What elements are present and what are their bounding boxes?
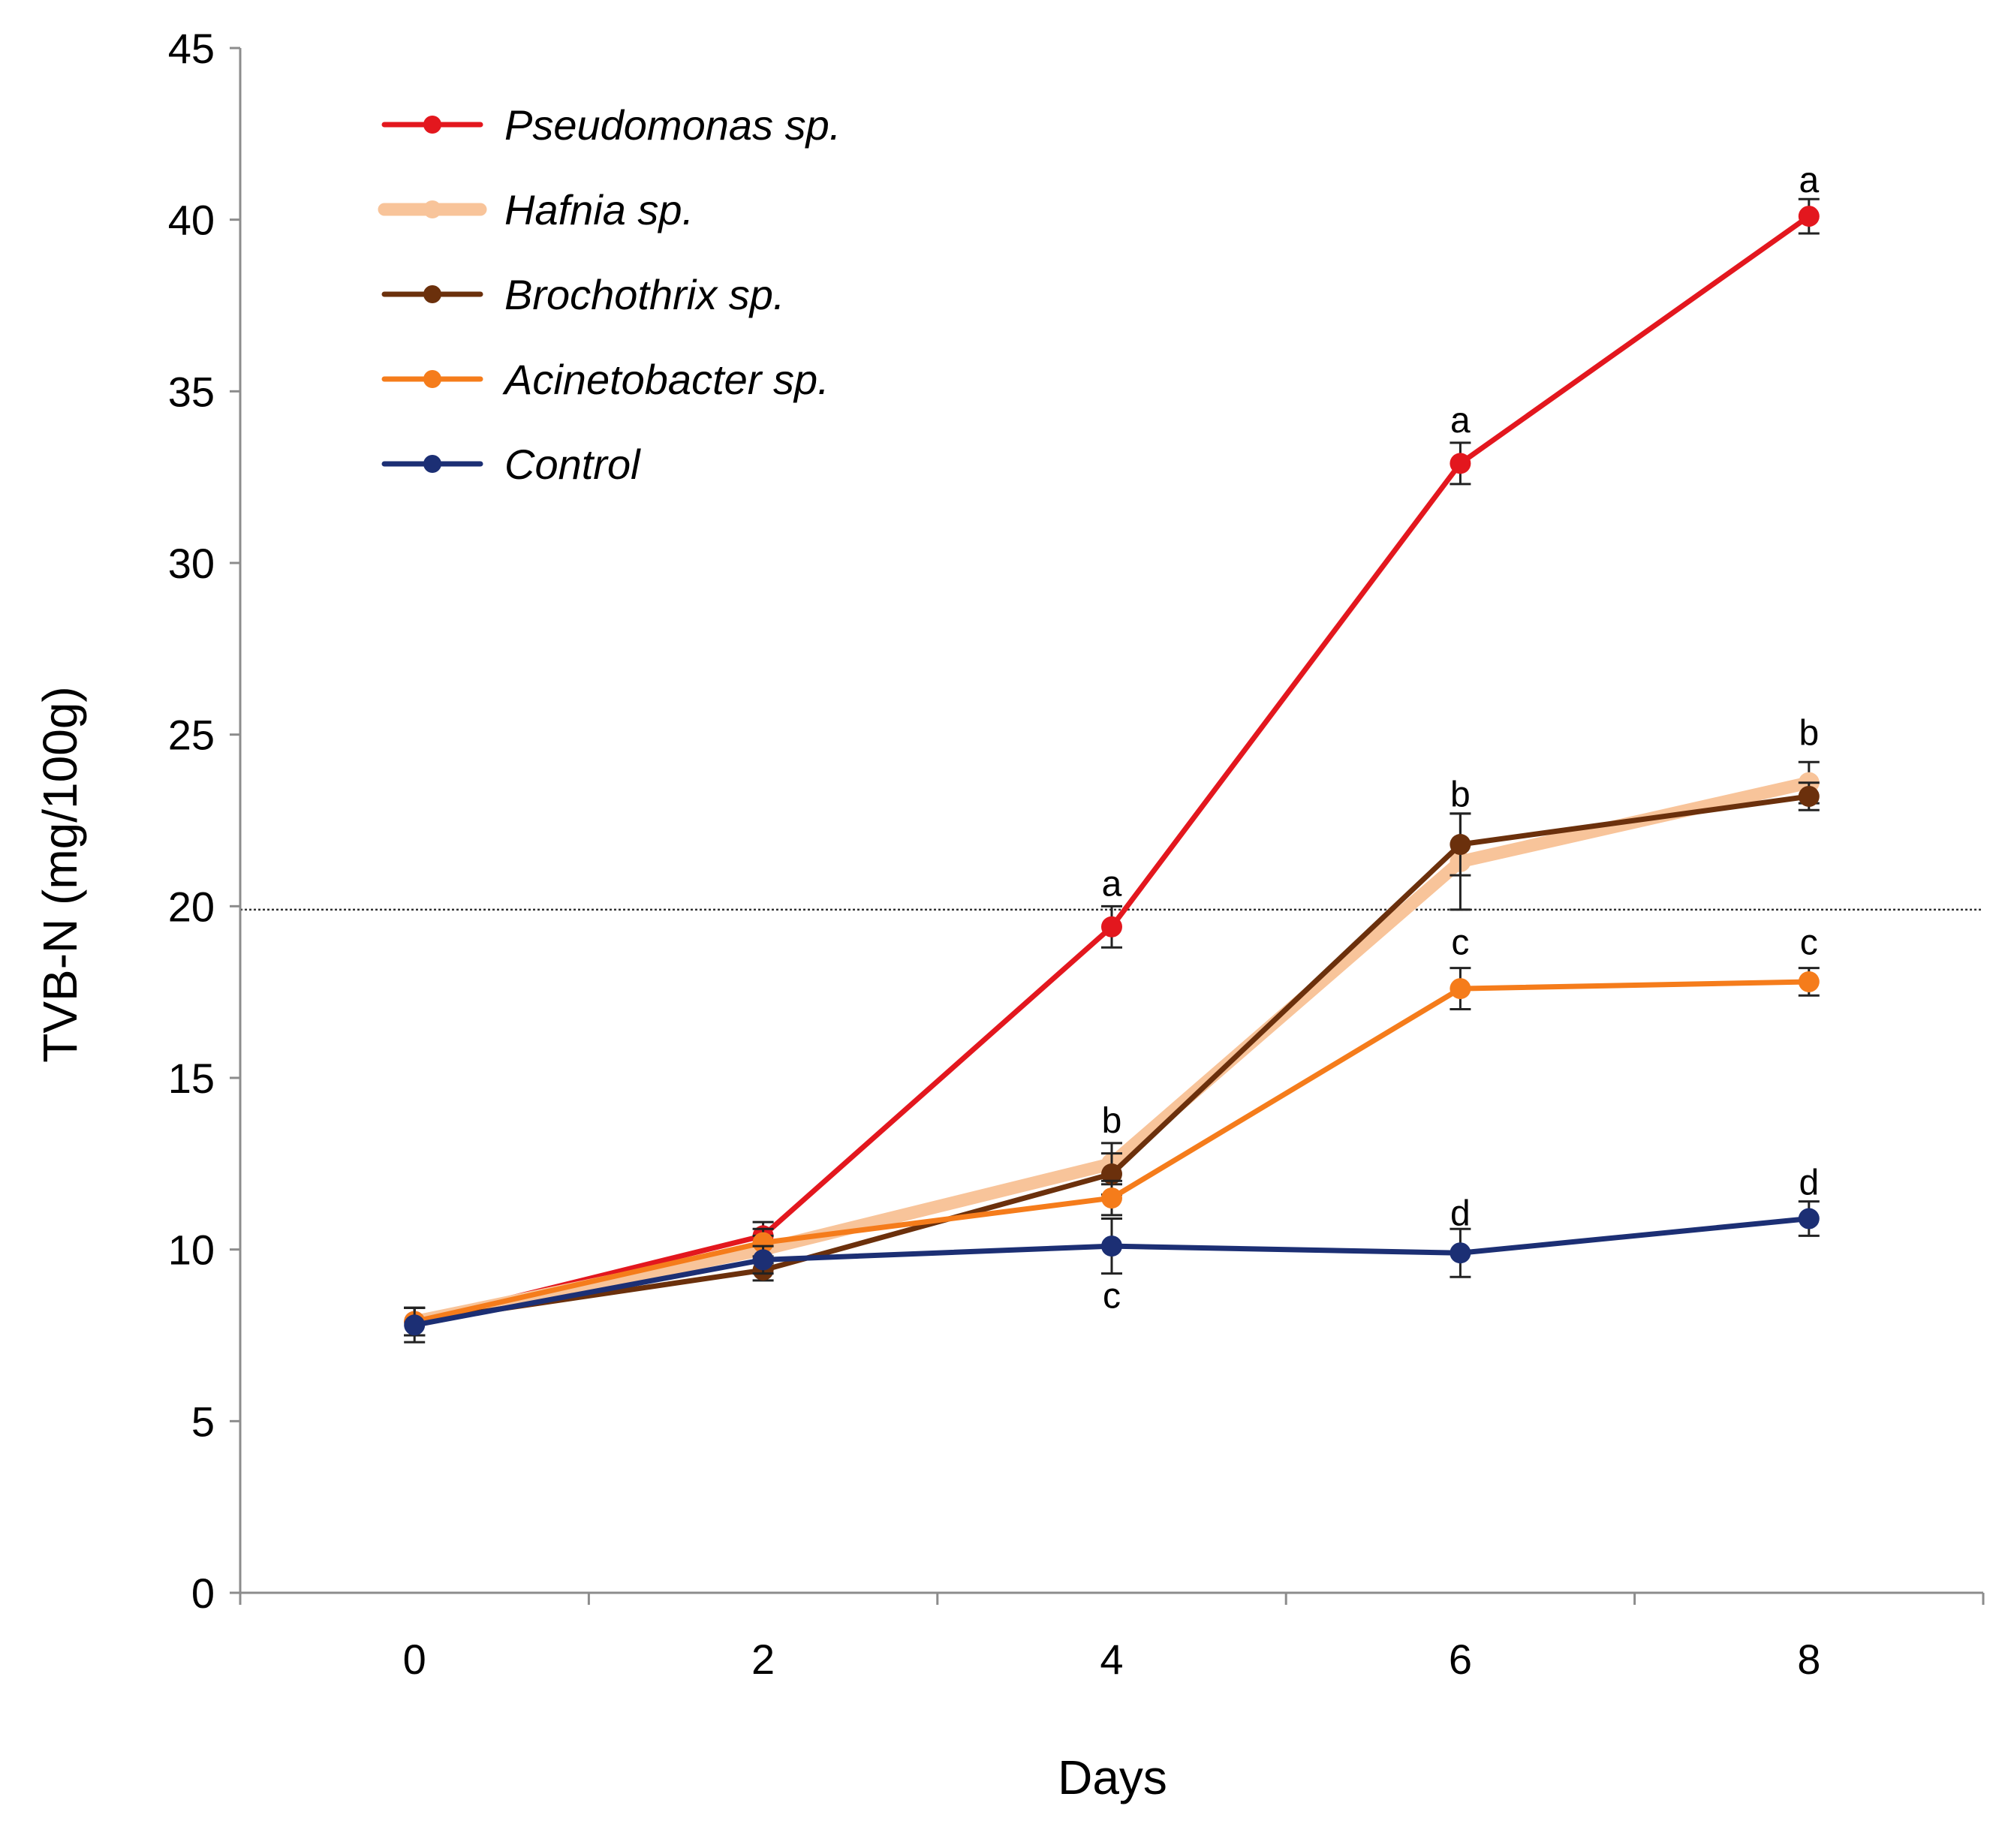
y-tick-label: 25: [168, 712, 215, 759]
data-point: [1798, 971, 1820, 992]
data-point: [752, 1249, 774, 1271]
legend-marker: [423, 116, 441, 134]
x-tick-label: 4: [1100, 1636, 1123, 1683]
legend-label: Pseudomonas sp.: [504, 101, 841, 149]
significance-label: c: [1103, 1276, 1121, 1316]
data-point: [1101, 1187, 1122, 1209]
significance-label: c: [1800, 922, 1818, 962]
y-tick-label: 10: [168, 1226, 215, 1274]
y-tick-label: 5: [191, 1398, 215, 1445]
data-point: [1798, 785, 1820, 807]
data-point: [1450, 978, 1471, 1000]
data-point: [1798, 206, 1820, 227]
y-tick-label: 35: [168, 368, 215, 415]
x-tick-label: 0: [403, 1636, 426, 1683]
significance-label: b: [1102, 1101, 1122, 1141]
significance-label: b: [1799, 713, 1819, 753]
data-point: [1450, 834, 1471, 856]
data-point: [1101, 1236, 1122, 1257]
significance-label: b: [1450, 775, 1471, 815]
y-tick-label: 20: [168, 883, 215, 930]
x-tick-label: 6: [1449, 1636, 1472, 1683]
data-point: [1798, 1208, 1820, 1229]
series-group: [404, 1200, 1820, 1344]
legend-marker: [423, 370, 441, 388]
significance-label: c: [1451, 922, 1469, 962]
legend-marker: [423, 455, 441, 473]
y-tick-label: 30: [168, 540, 215, 587]
x-tick-label: 2: [751, 1636, 775, 1683]
legend-label: Acinetobacter sp.: [502, 356, 829, 403]
legend-label: Brochothrix sp.: [504, 271, 785, 318]
data-point: [404, 1314, 426, 1336]
data-point: [1101, 1163, 1122, 1185]
significance-label: a: [1450, 401, 1471, 441]
significance-label: d: [1799, 1163, 1819, 1202]
legend-item: Control: [381, 441, 641, 488]
legend-marker: [423, 285, 441, 303]
y-tick-label: 40: [168, 197, 215, 244]
y-tick-label: 0: [191, 1570, 215, 1617]
data-point: [1450, 453, 1471, 474]
significance-label: a: [1102, 865, 1122, 904]
x-tick-label: 8: [1797, 1636, 1820, 1683]
legend-item: Brochothrix sp.: [381, 271, 785, 318]
legend-item: Acinetobacter sp.: [381, 356, 829, 403]
significance-label: d: [1450, 1194, 1471, 1234]
legend-item: Pseudomonas sp.: [381, 101, 841, 149]
legend-label: Control: [504, 441, 641, 488]
legend-marker: [423, 200, 441, 218]
y-tick-label: 45: [168, 25, 215, 72]
significance-label: a: [1799, 161, 1819, 200]
legend-label: Hafnia sp.: [504, 186, 694, 233]
legend-item: Hafnia sp.: [378, 186, 694, 233]
data-point: [752, 1232, 774, 1254]
x-axis-label: Days: [1058, 1750, 1167, 1804]
data-point: [1101, 916, 1122, 938]
data-point: [1450, 1242, 1471, 1264]
y-axis-label: TVB-N (mg/100g): [33, 686, 87, 1062]
y-tick-label: 15: [168, 1055, 215, 1102]
